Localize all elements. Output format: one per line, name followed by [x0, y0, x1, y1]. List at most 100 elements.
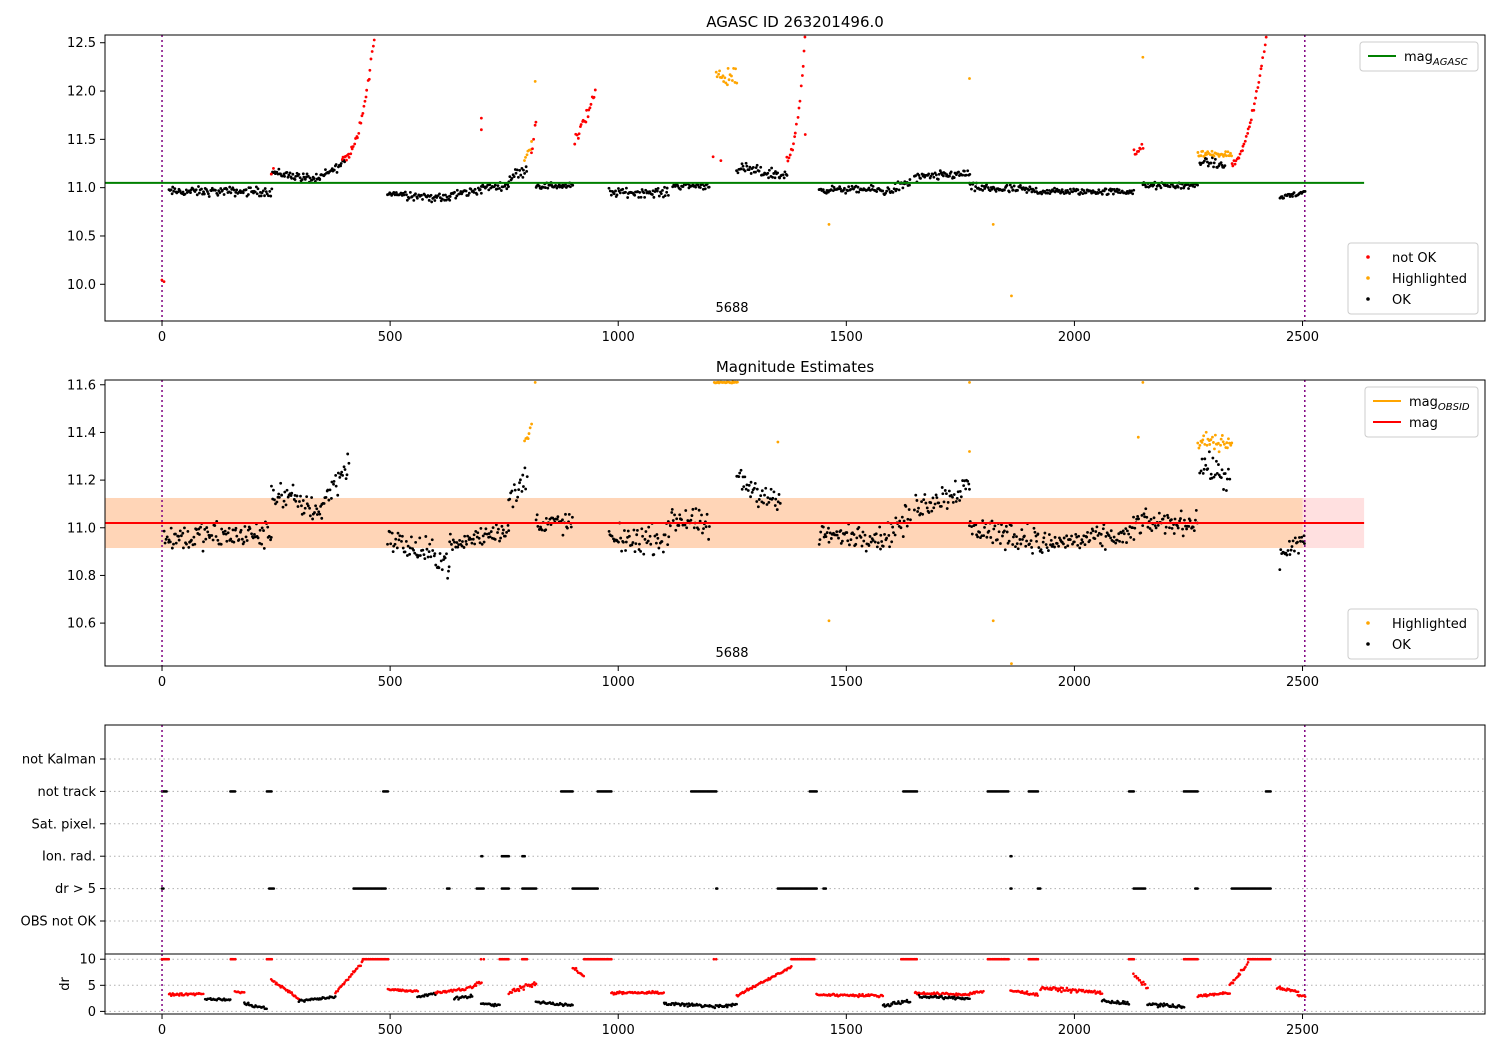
middle-ok-point: [990, 519, 994, 523]
middle-ok-point: [391, 550, 395, 554]
middle-ok-point: [937, 501, 941, 505]
top-bad-point: [162, 280, 166, 284]
dr-bad-point: [482, 957, 486, 961]
middle-ok-point: [242, 540, 246, 544]
dr-panel: dr 0 500 1000 1500 2000 2500 0 5 10: [58, 953, 1486, 1038]
top-xtick-label: 2500: [1286, 330, 1319, 345]
top-ok-point: [1223, 164, 1227, 168]
top-ok-point: [736, 171, 740, 175]
middle-ok-point: [163, 541, 167, 545]
middle-ok-point: [873, 540, 877, 544]
middle-ok-point: [433, 552, 437, 556]
middle-ok-point: [647, 525, 651, 529]
middle-ok-point: [737, 475, 741, 479]
top-ok-point: [966, 169, 970, 173]
middle-ok-point: [692, 526, 696, 530]
middle-ok-point: [519, 478, 522, 482]
middle-ok-point: [684, 509, 688, 512]
middle-ok-point: [245, 539, 249, 542]
middle-ok-point: [386, 542, 389, 546]
top-ok-point: [287, 173, 291, 177]
middle-ok-point: [462, 546, 466, 549]
top-bad-point: [1241, 149, 1244, 152]
dr-ok-point: [571, 1003, 574, 1007]
middle-ok-point: [879, 547, 882, 551]
top-ok-point: [440, 197, 444, 201]
middle-ok-point: [1031, 551, 1034, 555]
top-ok-point: [207, 195, 211, 198]
top-bad-point: [1140, 142, 1144, 146]
middle-ok-point: [829, 537, 833, 540]
middle-ok-point: [907, 508, 911, 511]
middle-ok-point: [863, 533, 867, 537]
top-ok-point: [469, 187, 473, 191]
middle-ok-point: [524, 487, 528, 491]
middle-ok-point: [1198, 471, 1202, 475]
top-bad-point: [1263, 43, 1267, 47]
top-bad-point: [367, 77, 371, 81]
top-bad-point: [577, 132, 581, 136]
middle-ok-point: [330, 497, 333, 500]
top-ok-point: [467, 191, 471, 195]
middle-ok-point: [172, 542, 175, 546]
middle-ok-point: [1127, 532, 1131, 536]
middle-ok-point: [202, 540, 205, 544]
middle-ok-point: [999, 542, 1002, 545]
middle-ok-point: [1082, 534, 1086, 538]
middle-ok-point: [875, 545, 879, 549]
top-ok-point: [305, 172, 309, 176]
dr-bad-point: [1143, 982, 1147, 986]
top-ok-point: [895, 187, 899, 191]
top-ok-point: [393, 193, 397, 197]
middle-ok-point: [1303, 542, 1306, 545]
middle-ok-point: [398, 534, 402, 538]
middle-ok-point: [220, 527, 224, 531]
dr-ytick-label: 5: [88, 979, 96, 994]
top-ok-point: [235, 188, 239, 192]
middle-ok-point: [1298, 536, 1301, 539]
middle-ok-point: [922, 498, 926, 502]
dr-ok-point: [730, 1004, 733, 1008]
middle-ok-point: [871, 538, 875, 542]
magnitude-estimates-panel: Magnitude Estimates 5688 0 500 1000 1500 200…: [67, 358, 1486, 690]
middle-hl-point: [1136, 435, 1140, 439]
middle-ok-point: [448, 540, 452, 544]
middle-ok-point: [224, 532, 228, 536]
top-ok-point: [740, 162, 744, 166]
top-ok-point: [773, 176, 777, 180]
middle-ok-point: [569, 525, 573, 529]
middle-ok-point: [198, 533, 201, 536]
middle-ok-point: [1014, 545, 1017, 549]
top-hl-point: [525, 153, 529, 157]
middle-ok-point: [1029, 539, 1033, 542]
middle-ok-point: [1088, 538, 1092, 542]
dr-bad-point: [714, 957, 718, 961]
top-ok-point: [624, 190, 627, 194]
top-ok-point: [871, 184, 875, 188]
middle-plot-area: [105, 380, 1365, 666]
top-ytick-label: 11.0: [67, 181, 96, 196]
middle-ok-point: [983, 525, 986, 529]
dr-ok-point: [882, 1003, 886, 1006]
middle-ok-point: [916, 510, 920, 513]
top-ok-point: [225, 187, 229, 191]
top-ok-point: [241, 191, 245, 195]
middle-ok-point: [1064, 546, 1067, 549]
dr-bad-point: [1204, 993, 1207, 996]
middle-ok-point: [425, 547, 429, 551]
middle-ok-point: [739, 468, 743, 472]
middle-hl-point: [1229, 443, 1233, 447]
top-ok-point: [626, 196, 630, 199]
middle-ok-point: [898, 519, 902, 523]
middle-ok-point: [219, 542, 223, 546]
middle-ok-point: [982, 534, 986, 537]
middle-ok-point: [667, 535, 671, 539]
middle-ok-point: [516, 495, 520, 499]
top-ok-point: [430, 200, 434, 204]
dr-bad-point: [1100, 992, 1104, 995]
middle-ok-point: [641, 534, 644, 538]
top-ok-point: [968, 173, 972, 176]
top-hl-point: [968, 77, 971, 80]
middle-ok-point: [1003, 548, 1007, 552]
middle-ok-point: [1021, 538, 1024, 541]
